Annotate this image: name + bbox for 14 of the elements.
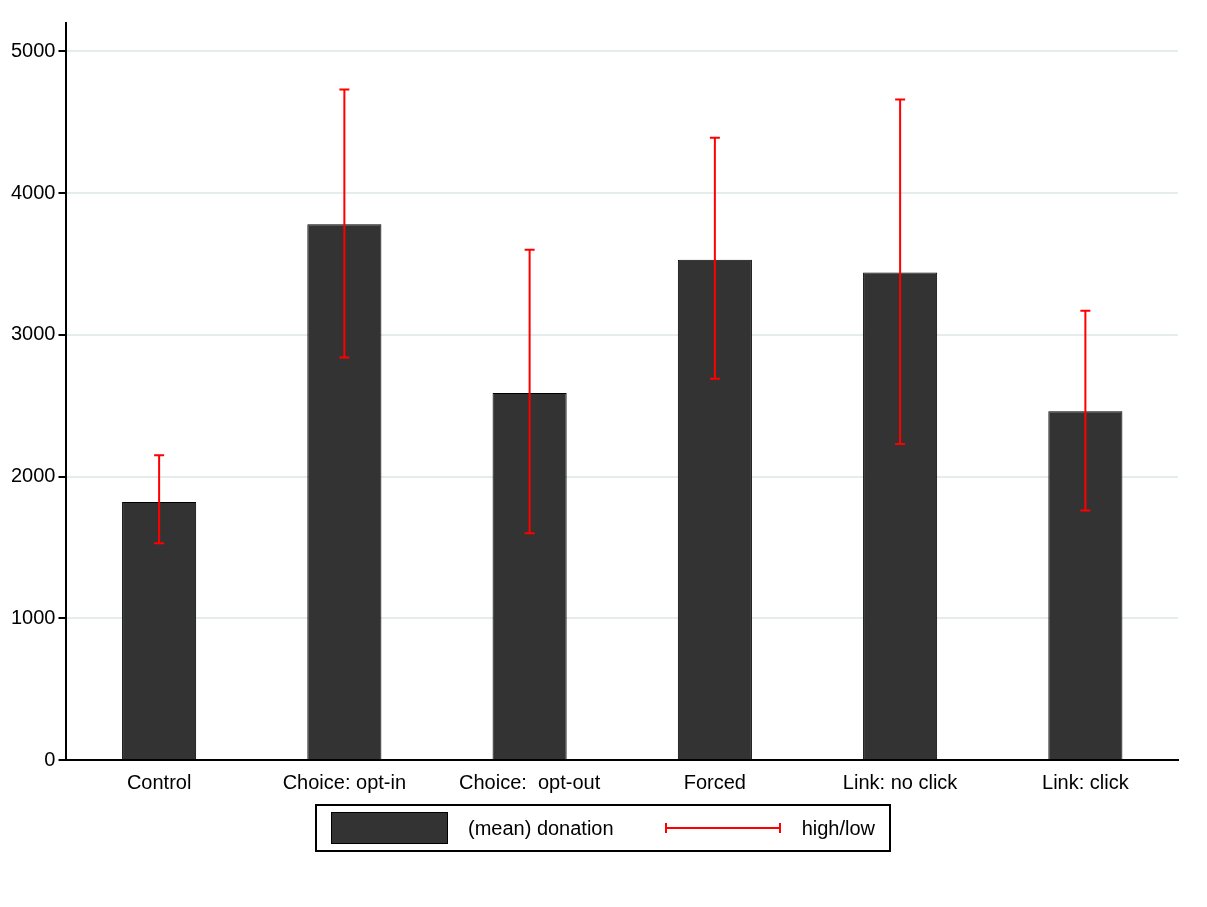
text: high/low [801,816,876,840]
text: (mean) donation [467,816,614,840]
x-tick-label: Link: no click [842,770,959,793]
y-tick-label: 4000 [10,180,56,203]
y-tick-label: 3000 [10,322,56,345]
x-tick-label: Choice: opt-in [282,770,407,793]
x-tick-label: Forced [683,770,746,793]
y-tick-label: 1000 [10,605,56,628]
y-tick-label: 5000 [10,38,56,61]
x-tick-label: Link: click [1042,770,1130,793]
y-tick-label: 2000 [10,464,56,487]
x-tick-label: Choice: opt-out [459,770,601,793]
x-tick-label: Control [126,770,192,793]
y-tick-label: 0 [44,747,56,770]
